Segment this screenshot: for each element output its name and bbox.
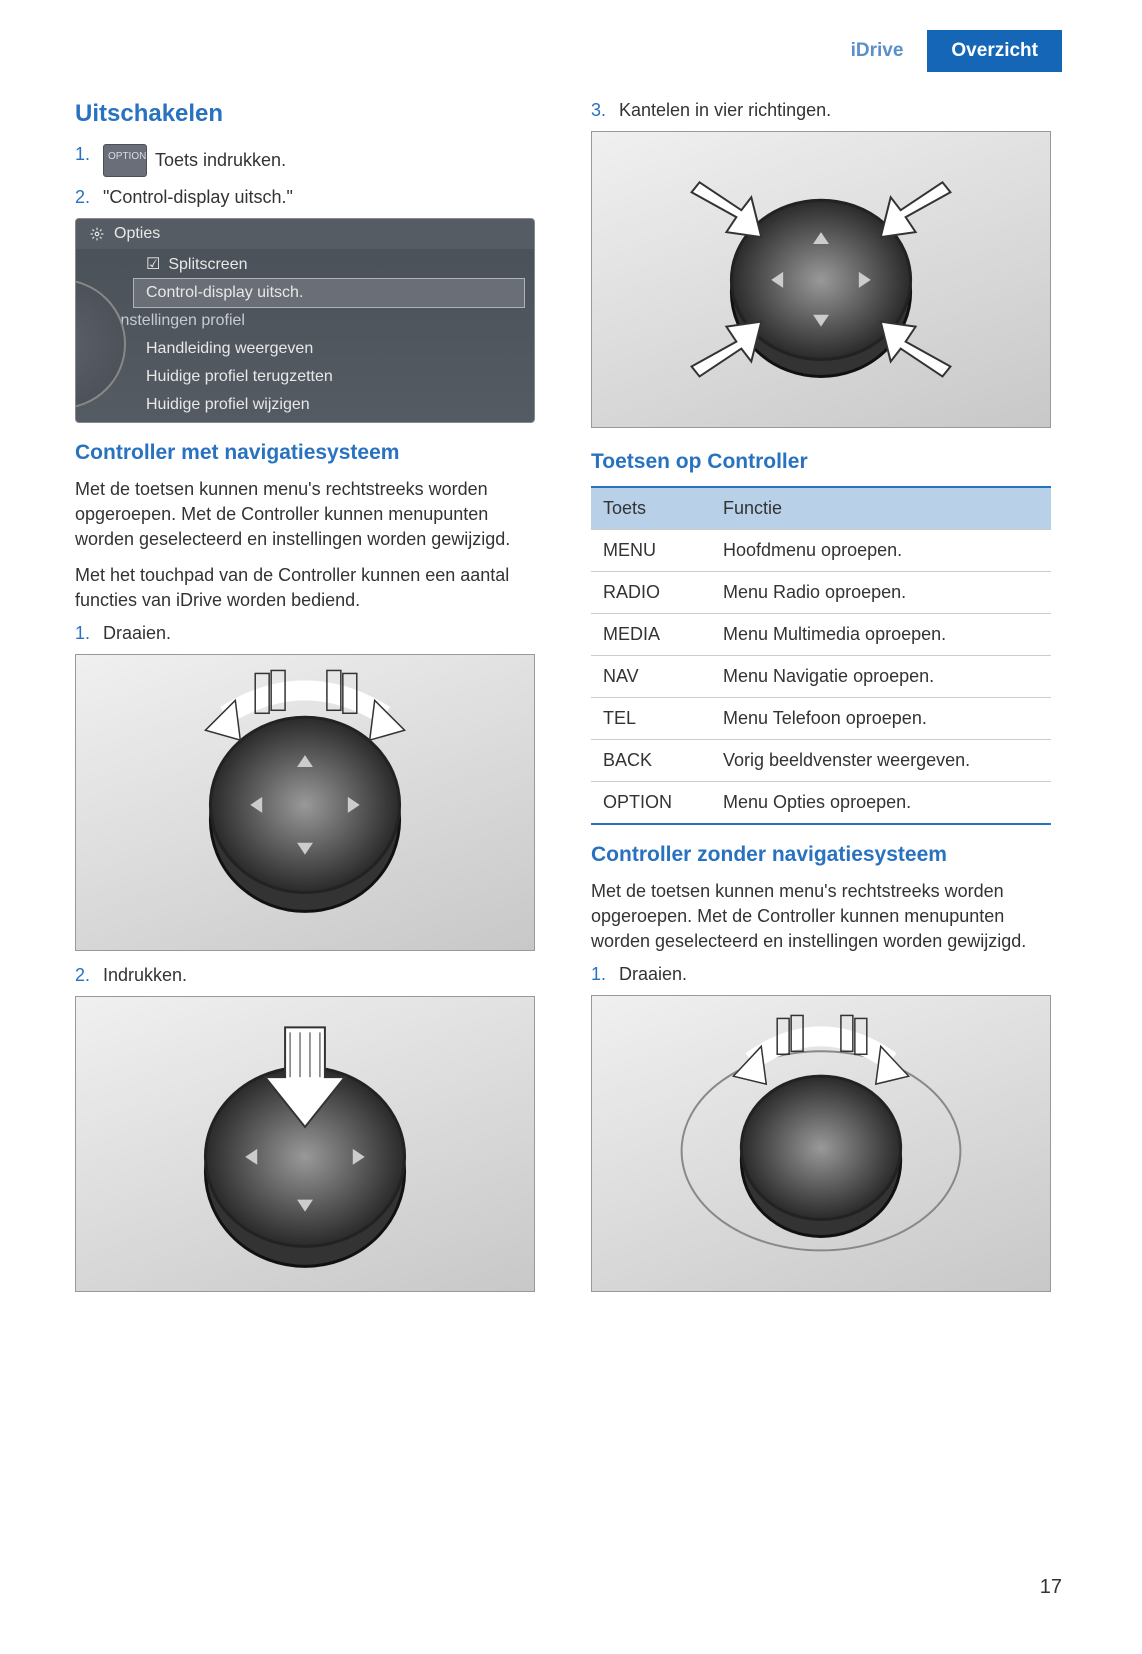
tab-idrive: iDrive [827,30,928,72]
list-item: 1. Draaien. [591,964,1067,985]
list-text: OPTION Toets indrukken. [103,144,286,177]
table-cell-function: Menu Telefoon oproepen. [711,698,1051,739]
list-text: Draaien. [103,623,171,644]
tilt-arrows-icon [592,132,1050,427]
header-tabs: iDrive Overzicht [827,30,1062,72]
left-column: Uitschakelen 1. OPTION Toets indrukken. … [75,100,551,1306]
table-header-row: Toets Functie [591,488,1051,529]
table-row: OPTIONMenu Opties oproepen. [591,781,1051,823]
controller-buttons-table: Toets Functie MENUHoofdmenu oproepen.RAD… [591,486,1051,825]
table-row: MENUHoofdmenu oproepen. [591,529,1051,571]
menu-item: ☑Splitscreen [76,249,534,279]
idrive-screenshot: Opties ☑Splitscreen Control-display uits… [75,218,535,423]
list-item: 3. Kantelen in vier richtingen. [591,100,1067,121]
screenshot-title: Opties [114,225,160,243]
list-text: Kantelen in vier richtingen. [619,100,831,121]
list-text: "Control-display uitsch." [103,187,293,208]
list-item: 2. "Control-display uitsch." [75,187,551,208]
step1-label: Toets indrukken. [155,150,286,171]
table-cell-function: Vorig beeldvenster weergeven. [711,740,1051,781]
option-button-icon: OPTION [103,144,147,177]
table-cell-key: MENU [591,530,711,571]
table-row: TELMenu Telefoon oproepen. [591,697,1051,739]
table-cell-function: Menu Multimedia oproepen. [711,614,1051,655]
table-row: NAVMenu Navigatie oproepen. [591,655,1051,697]
list-number: 3. [591,100,619,121]
menu-item: Huidige profiel wijzigen [76,391,534,419]
knob-tilt-illustration [591,131,1051,428]
list-number: 1. [75,623,103,644]
menu-section-header: Instellingen profiel [76,307,534,335]
list-text: Indrukken. [103,965,187,986]
list-number: 2. [75,965,103,986]
tab-overzicht: Overzicht [927,30,1062,72]
knob-press-illustration [75,996,535,1293]
page-content: Uitschakelen 1. OPTION Toets indrukken. … [75,100,1067,1306]
menu-item: Handleiding weergeven [76,335,534,363]
heading-controller-nav: Controller met navigatiesysteem [75,441,551,465]
knob-rotate-illustration [75,654,535,951]
list-number: 1. [75,144,103,165]
list-item: 1. OPTION Toets indrukken. [75,144,551,177]
table-cell-function: Menu Radio oproepen. [711,572,1051,613]
heading-uitschakelen: Uitschakelen [75,100,551,128]
table-cell-key: TEL [591,698,711,739]
table-header-cell: Toets [591,488,711,529]
press-arrow-icon [76,997,534,1292]
table-cell-key: MEDIA [591,614,711,655]
table-cell-key: NAV [591,656,711,697]
menu-item-selected: Control-display uitsch. [134,279,524,307]
rotate-arrows-icon [592,996,1050,1291]
table-cell-function: Menu Opties oproepen. [711,782,1051,823]
table-cell-key: OPTION [591,782,711,823]
heading-toetsen: Toetsen op Controller [591,450,1067,474]
table-row: RADIOMenu Radio oproepen. [591,571,1051,613]
table-row: MEDIAMenu Multimedia oproepen. [591,613,1051,655]
table-cell-function: Hoofdmenu oproepen. [711,530,1051,571]
list-item: 1. Draaien. [75,623,551,644]
list-text: Draaien. [619,964,687,985]
list-number: 1. [591,964,619,985]
menu-item: Huidige profiel terugzetten [76,363,534,391]
page-number: 17 [1040,1576,1062,1599]
paragraph: Met de toetsen kunnen menu's rechtstreek… [75,477,551,553]
right-column: 3. Kantelen in vier richtingen. Toetsen … [591,100,1067,1306]
list-number: 2. [75,187,103,208]
table-cell-key: RADIO [591,572,711,613]
heading-controller-nonav: Controller zonder navigatiesysteem [591,843,1067,867]
table-cell-function: Menu Navigatie oproepen. [711,656,1051,697]
table-row: BACKVorig beeldvenster weergeven. [591,739,1051,781]
gear-icon [90,227,104,241]
screenshot-header: Opties [76,219,534,249]
table-header-cell: Functie [711,488,1051,529]
table-cell-key: BACK [591,740,711,781]
list-item: 2. Indrukken. [75,965,551,986]
paragraph: Met het touchpad van de Controller kunne… [75,563,551,613]
knob-rotate-nonav-illustration [591,995,1051,1292]
rotate-arrows-icon [76,655,534,950]
paragraph: Met de toetsen kunnen menu's rechtstreek… [591,879,1067,955]
